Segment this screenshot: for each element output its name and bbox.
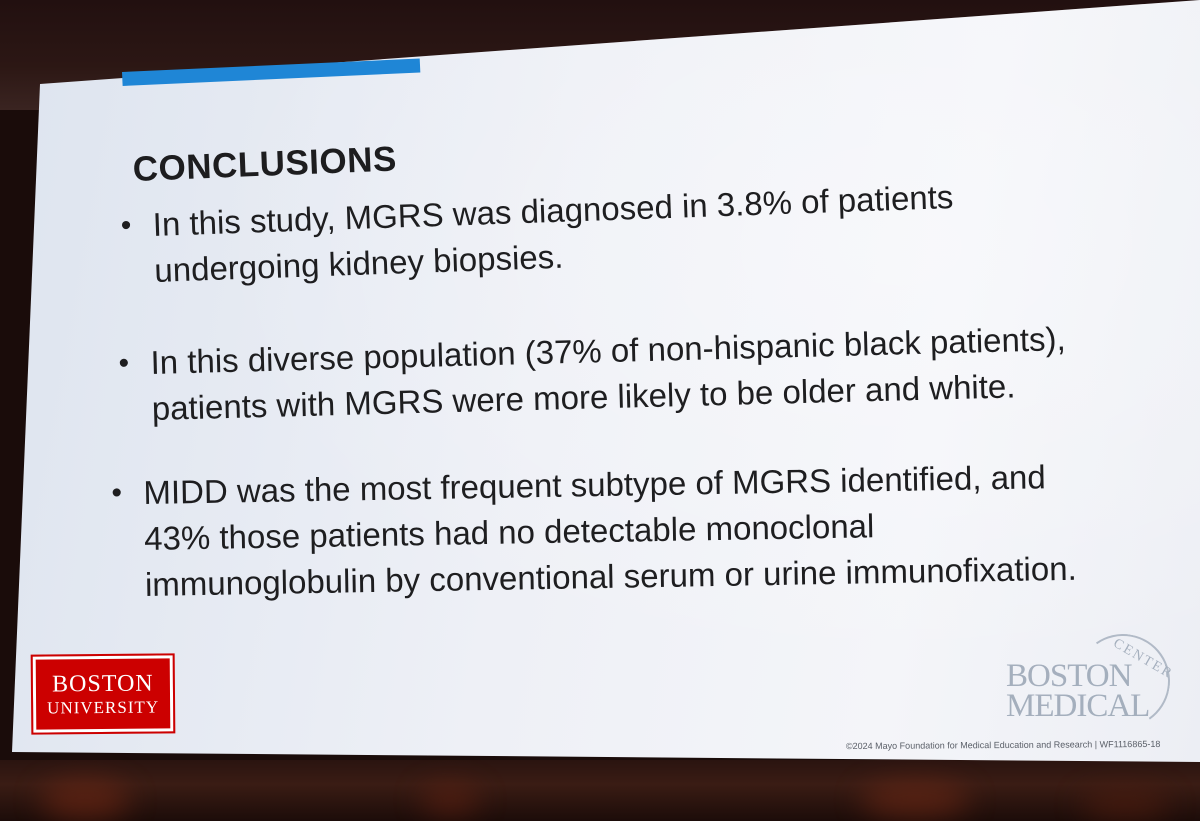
logo-text: BOSTON [1006, 658, 1132, 694]
boston-university-logo: BOSTON UNIVERSITY [30, 653, 176, 735]
slide-title: CONCLUSIONS [132, 139, 398, 189]
bullet-marker: • [111, 476, 123, 510]
logo-text: MEDICAL [1006, 688, 1150, 724]
stage-light [860, 782, 970, 818]
stage-light [40, 780, 130, 820]
bullet-item: • In this study, MGRS was diagnosed in 3… [120, 174, 956, 294]
copyright-footer: ©2024 Mayo Foundation for Medical Educat… [845, 738, 1161, 752]
bullet-marker: • [120, 208, 132, 243]
boston-medical-center-logo: CENTER BOSTON MEDICAL [1000, 626, 1178, 736]
stage-light [1080, 790, 1170, 820]
logo-text: UNIVERSITY [47, 697, 160, 718]
room-background-bottom [0, 760, 1200, 821]
title-accent-bar [122, 58, 421, 86]
bullet-item: • In this diverse population (37% of non… [118, 316, 1067, 432]
stage-light [420, 785, 480, 815]
bullet-item: • MIDD was the most frequent subtype of … [111, 454, 1077, 608]
bullet-marker: • [118, 346, 130, 380]
logo-text: BOSTON [52, 670, 154, 698]
